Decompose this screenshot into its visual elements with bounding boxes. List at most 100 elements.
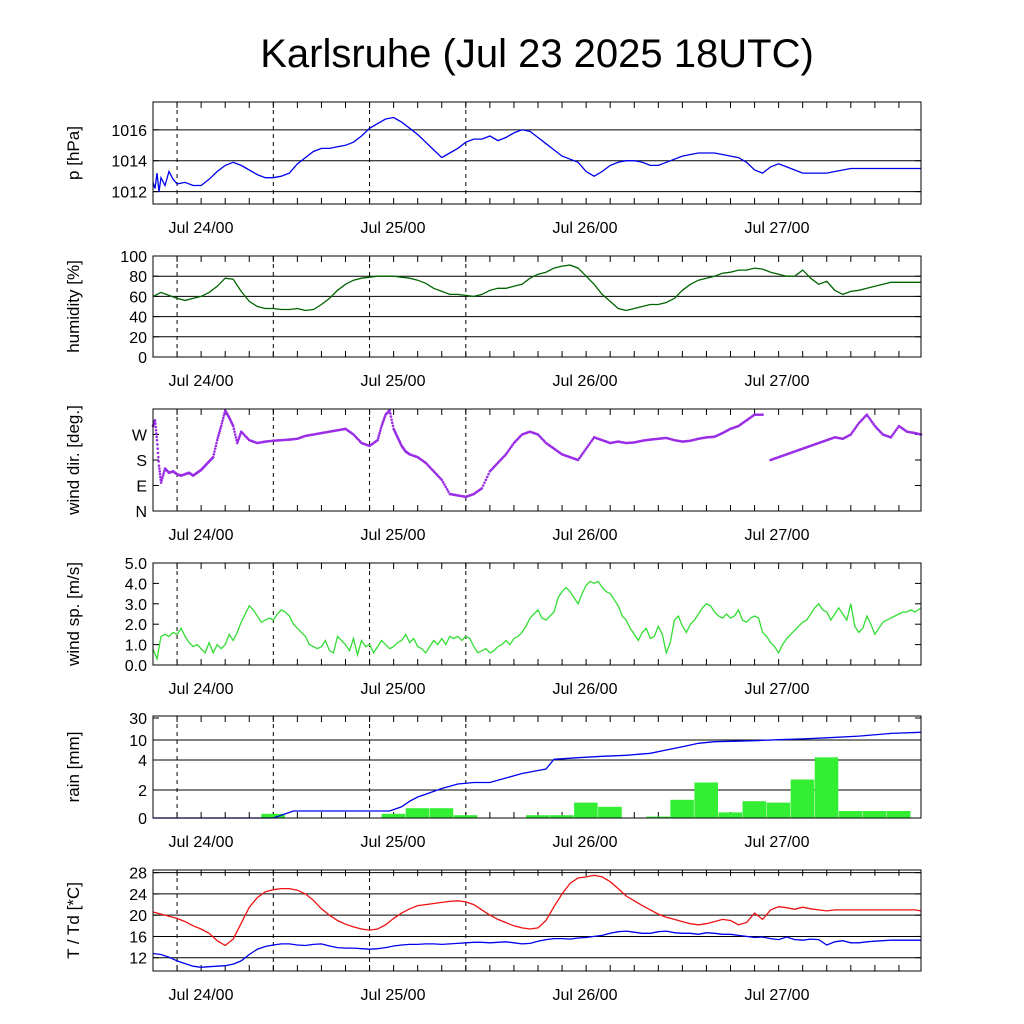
- wind-direction-point: [155, 438, 159, 442]
- wind-direction-point: [379, 427, 383, 430]
- rain-bar: [838, 811, 863, 818]
- rain-bar: [694, 782, 718, 818]
- wind-direction-point: [484, 478, 488, 482]
- wind-direction-point: [586, 445, 589, 449]
- wind-direction-point: [868, 417, 871, 420]
- y-tick-label: 0: [138, 350, 147, 367]
- rain-bar: [742, 801, 767, 818]
- wind-direction-point: [377, 434, 381, 437]
- y-tick-label: 4: [138, 753, 147, 770]
- wind-direction-point: [157, 464, 161, 467]
- y-tick-label: 100: [120, 249, 147, 266]
- humidity-series-0-line: [152, 264, 921, 312]
- wind-direction-point: [221, 419, 224, 423]
- rain-bar: [381, 813, 406, 818]
- rain-series-1-line: [153, 731, 922, 819]
- wind-direction-point: [162, 471, 165, 475]
- wind-direction-point: [869, 419, 873, 422]
- wind-direction-point: [232, 427, 236, 431]
- rain-bar: [574, 802, 598, 818]
- rain-bar: [453, 815, 478, 818]
- x-date-label: Jul 26/00: [553, 834, 618, 851]
- x-date-label: Jul 26/00: [553, 527, 618, 544]
- wind-direction-point: [378, 431, 381, 435]
- rain-bar: [646, 816, 670, 818]
- wind-direction-point: [376, 436, 380, 440]
- y-tick-label: 1.0: [125, 638, 147, 655]
- wind-direction-point: [854, 425, 858, 429]
- rain-bar: [886, 811, 911, 818]
- wind-direction-point: [447, 490, 450, 493]
- x-date-label: Jul 25/00: [361, 681, 426, 698]
- wind-direction-point: [154, 428, 158, 432]
- panel-frame: [152, 562, 922, 666]
- wind-direction-points: [151, 409, 923, 499]
- rain-bar: [405, 808, 430, 818]
- wind-direction-point: [444, 485, 448, 489]
- x-date-label: Jul 26/00: [553, 220, 618, 237]
- wind-direction-point: [233, 430, 236, 433]
- wind-direction-point: [154, 422, 157, 425]
- wind-direction-point: [158, 467, 161, 470]
- y-tick-label: 16: [129, 929, 147, 946]
- wind-direction-point: [443, 483, 446, 486]
- wind-direction-point: [388, 409, 391, 412]
- wind-direction-point: [866, 415, 870, 418]
- wind-direction-point: [896, 426, 899, 430]
- wind-direction-point: [441, 480, 445, 484]
- temperature-series-0-line: [152, 874, 922, 947]
- wind-direction-point: [590, 439, 593, 443]
- pressure-series-0-line: [152, 116, 921, 192]
- wind-direction-point: [220, 422, 224, 425]
- panel-temperature: 12 16 20 24 28 T / Td [*C] Jul 24/00 Jul 25/00 J…: [64, 866, 922, 1004]
- x-date-label: Jul 25/00: [361, 373, 426, 390]
- x-date-label: Jul 26/00: [553, 987, 618, 1004]
- wind-direction-point: [154, 425, 157, 429]
- y-tick-label: 0.0: [125, 658, 147, 675]
- wind-direction-point: [158, 470, 161, 473]
- wind-direction-point: [504, 453, 508, 456]
- wind-direction-point: [213, 447, 217, 450]
- wind-direction-point: [213, 450, 216, 453]
- wind-direction-point: [445, 487, 449, 491]
- wind-direction-point: [761, 413, 764, 416]
- y-axis-label: rain [mm]: [64, 732, 83, 803]
- wind-direction-point: [159, 475, 162, 479]
- wind-direction-point: [849, 433, 853, 436]
- wind-direction-point: [157, 455, 160, 459]
- x-date-label: Jul 24/00: [169, 681, 234, 698]
- y-tick-label: 10: [129, 733, 147, 750]
- panel-rain: 0 2 4 10 30 rain [mm] Jul 24/00 Jul 25/00 Jul 26…: [64, 711, 922, 851]
- wind-direction-point: [890, 434, 894, 437]
- rain-bar: [261, 813, 285, 818]
- wind-direction-point: [511, 443, 514, 447]
- wind-direction-point: [856, 423, 859, 427]
- y-tick-label: 20: [129, 908, 147, 925]
- wind-direction-point: [872, 422, 875, 426]
- wind-direction-point: [578, 456, 581, 460]
- y-tick-label: 60: [129, 289, 147, 306]
- wind-direction-point: [390, 421, 394, 424]
- wind-direction-point: [480, 487, 484, 490]
- y-tick-label: 12: [129, 951, 147, 968]
- rain-bar: [670, 799, 694, 818]
- wind-direction-point: [217, 431, 221, 435]
- wind-direction-point: [161, 474, 165, 477]
- y-axis-label: wind sp. [m/s]: [64, 562, 83, 667]
- y-tick-label: W: [132, 428, 148, 445]
- wind-direction-point: [378, 429, 382, 433]
- y-tick-label: 30: [129, 711, 147, 728]
- y-axis-label: p [hPa]: [64, 126, 83, 180]
- panel-frame: [152, 408, 922, 512]
- wind-direction-point: [161, 476, 164, 480]
- x-date-label: Jul 27/00: [745, 220, 810, 237]
- x-date-label: Jul 25/00: [361, 834, 426, 851]
- x-date-label: Jul 26/00: [553, 373, 618, 390]
- wind-direction-point: [222, 414, 226, 417]
- y-tick-label: 3.0: [125, 597, 147, 614]
- wind-direction-point: [508, 447, 512, 450]
- y-tick-label: N: [135, 504, 147, 521]
- wind-direction-point: [214, 444, 218, 448]
